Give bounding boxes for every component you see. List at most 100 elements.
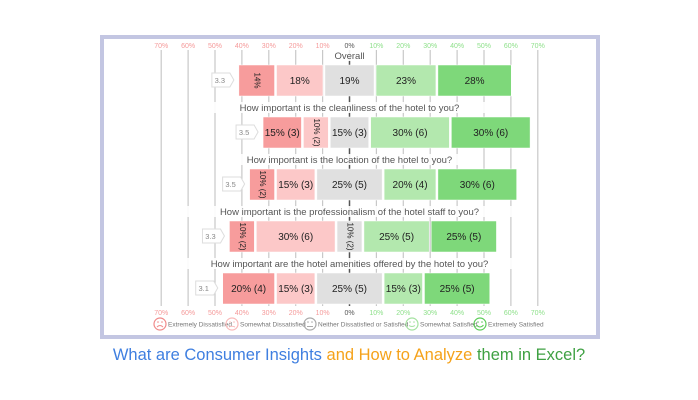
tick-label-top: 10% [369, 43, 383, 50]
question-label: How important is the location of the hot… [247, 155, 452, 166]
tick-label-bottom: 40% [450, 310, 464, 317]
legend-label: Somewhat Dissatisfied [240, 322, 306, 329]
eye [481, 321, 483, 323]
mouth [156, 325, 164, 328]
score-badge [211, 72, 235, 88]
tick-label-bottom: 50% [477, 310, 491, 317]
bar-segment [424, 272, 490, 305]
question-label: How important is the professionalism of … [220, 207, 479, 218]
eye [409, 321, 411, 323]
bar-segment [437, 64, 512, 97]
tick-label-bottom: 20% [396, 310, 410, 317]
tick-label-bottom: 0% [344, 310, 354, 317]
smile-face-icon [473, 317, 487, 331]
eye [229, 321, 231, 323]
data-label: 28% [465, 76, 485, 87]
bar-segment [363, 220, 430, 253]
data-label: 18% [290, 76, 310, 87]
sad-face-icon [153, 317, 167, 331]
data-label: 30% (6) [473, 128, 508, 139]
bar-segment [229, 220, 255, 253]
data-label: 20% (4) [231, 284, 266, 295]
data-label: 25% (5) [332, 284, 367, 295]
data-label: 25% (5) [379, 232, 414, 243]
title-part-1: What are Consumer Insights [112, 346, 322, 364]
bar-segment [222, 272, 275, 305]
legend-label: Neither Dissatisfied or Satisfied [318, 322, 409, 329]
bar-segment [324, 64, 375, 97]
score-badge [201, 228, 226, 244]
data-label: 14% [253, 72, 262, 88]
data-label: 15% (3) [278, 180, 313, 191]
bar-segment [256, 220, 336, 253]
tick-label-bottom: 10% [316, 310, 330, 317]
question-label-bg [182, 206, 517, 217]
tick-label-top: 70% [154, 43, 168, 50]
score-badge [235, 124, 259, 140]
legend-label: Extremely Dissatisfied [168, 322, 232, 329]
data-label: 23% [396, 76, 416, 87]
bar-segment [276, 272, 316, 305]
score-badge [195, 280, 219, 296]
bar-segment [249, 168, 275, 201]
question-label-bg [216, 154, 483, 165]
mouth [408, 325, 416, 327]
question-label: How important is the cleanliness of the … [240, 103, 460, 114]
question-label: Overall [334, 51, 364, 62]
slightly-sad-face-icon [225, 317, 239, 331]
bar-segment [303, 116, 329, 149]
neutral-face-icon [303, 317, 317, 331]
legend-label: Extremely Satisfied [488, 322, 544, 329]
tick-label-bottom: 40% [235, 310, 249, 317]
question-label: How important are the hotel amenities of… [211, 259, 489, 270]
data-label: 10% (2) [258, 170, 267, 198]
bar-segment [276, 64, 324, 97]
eye [477, 321, 479, 323]
tick-label-bottom: 70% [531, 310, 545, 317]
legend-label: Somewhat Satisfied [420, 322, 478, 329]
bar-segment [238, 64, 275, 97]
data-label: 15% (3) [265, 128, 300, 139]
data-label: 30% (6) [460, 180, 495, 191]
bar-segment [316, 272, 383, 305]
data-label: 10% (2) [345, 222, 354, 250]
tick-label-top: 60% [504, 43, 518, 50]
data-label: 10% (2) [238, 222, 247, 250]
data-label: 30% (6) [278, 232, 313, 243]
score-label: 3.3 [205, 232, 215, 241]
tick-label-top: 40% [450, 43, 464, 50]
bar-segment [375, 64, 437, 97]
data-label: 15% (3) [332, 128, 367, 139]
score-label: 3.5 [239, 128, 249, 137]
tick-label-bottom: 20% [289, 310, 303, 317]
bar-segment [383, 272, 423, 305]
data-label: 10% (2) [312, 118, 321, 146]
eye [157, 321, 159, 323]
tick-label-top: 50% [208, 43, 222, 50]
eye [413, 321, 415, 323]
data-label: 25% (5) [332, 180, 367, 191]
tick-label-top: 10% [316, 43, 330, 50]
tick-label-bottom: 50% [208, 310, 222, 317]
tick-label-bottom: 10% [369, 310, 383, 317]
slight-smile-face-icon [405, 317, 419, 331]
tick-label-bottom: 30% [262, 310, 276, 317]
tick-label-bottom: 70% [154, 310, 168, 317]
tick-label-bottom: 30% [423, 310, 437, 317]
tick-label-top: 30% [423, 43, 437, 50]
bar-segment [276, 168, 316, 201]
bar-segment [383, 168, 437, 201]
tick-label-top: 30% [262, 43, 276, 50]
data-label: 25% (5) [446, 232, 481, 243]
mouth [476, 324, 484, 328]
data-label: 15% (3) [386, 284, 421, 295]
score-badge [222, 176, 246, 192]
eye [311, 321, 313, 323]
tick-label-top: 70% [531, 43, 545, 50]
eye [233, 321, 235, 323]
tick-label-bottom: 60% [504, 310, 518, 317]
tick-label-top: 40% [235, 43, 249, 50]
data-label: 15% (3) [278, 284, 313, 295]
tick-label-top: 60% [181, 43, 195, 50]
